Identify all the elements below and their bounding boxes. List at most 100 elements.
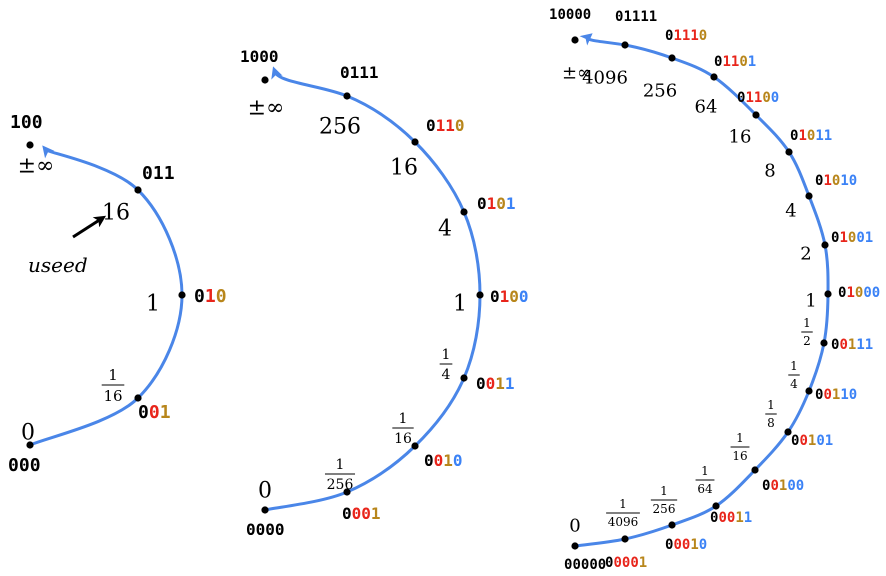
value-label: 116 [101,366,125,405]
fraction-numerator: 1 [701,464,709,478]
value-label: 14 [788,359,800,391]
value-label: 1 4096 [606,497,640,529]
point-dot [621,535,629,543]
value-label: 256 [319,115,361,140]
bit-pattern: 00011 [710,510,752,526]
fraction-numerator: 1 [336,457,345,473]
useed-arrow [72,215,107,239]
bit-pattern: 0011 [476,374,515,393]
fraction-denominator: 16 [394,431,412,447]
bit-pattern: 0101 [477,194,516,213]
fraction-numerator: 1 [803,316,811,330]
value-label: 12 [801,316,813,348]
point-dot [820,339,828,347]
point-dot [710,73,718,81]
value-label: 16 [729,126,752,147]
bit-pattern: 010 [194,286,227,307]
point-dot [821,241,829,249]
value-label: ±∞ [18,154,55,179]
fraction-denominator: 16 [103,387,122,405]
bit-pattern: 01111 [615,9,657,25]
point-dot [134,394,142,402]
point-dot [26,441,34,449]
value-label: 4 [785,200,796,221]
bit-pattern: 01001 [831,230,873,246]
bit-pattern: 00010 [665,537,707,553]
point-dot [571,542,579,550]
point-dot [751,466,759,474]
value-label: 18 [765,398,777,430]
value-label: 4096 [582,67,628,88]
bit-pattern: 0000 [246,520,285,539]
point-dot [411,138,419,146]
fraction-denominator: 4 [790,377,798,391]
value-label: 0 [569,515,580,536]
value-label: ±∞ [562,62,592,83]
bit-pattern: 00101 [791,433,833,449]
value-label: 1 [453,292,467,317]
value-label: 16 [102,201,130,226]
fraction-denominator: 64 [697,482,713,496]
bit-pattern: 001 [138,402,171,423]
value-label: 0 [21,421,35,446]
value-label: 14 [439,347,453,383]
point-dot [668,521,676,529]
bit-pattern: 00110 [815,387,857,403]
point-dot [26,141,34,149]
point-dot [460,208,468,216]
fraction-denominator: 2 [803,334,811,348]
point-dot [571,36,579,44]
point-dot [343,92,351,100]
point-dot [805,387,813,395]
bit-pattern: 10000 [549,7,591,23]
point-dot [621,41,629,49]
bit-pattern: 01000 [838,285,880,301]
point-dot [178,291,186,299]
bit-pattern: 00100 [762,478,804,494]
point-dot [261,506,269,514]
value-label: 1 [805,290,816,311]
point-dot [784,428,792,436]
bit-pattern: 01101 [714,54,756,70]
value-label: 2 [800,243,811,264]
point-dot [460,374,468,382]
bit-pattern: 00000 [564,557,606,573]
fraction-numerator: 1 [108,366,118,384]
fraction-numerator: 1 [399,411,408,427]
bit-pattern: 01011 [790,128,832,144]
bit-pattern: 01010 [815,173,857,189]
fraction-numerator: 1 [442,347,451,363]
value-label: 1 [146,292,160,317]
fraction-numerator: 1 [767,398,775,412]
fraction-numerator: 1 [790,359,798,373]
bit-pattern: 0001 [342,504,381,523]
bit-pattern: 0111 [340,63,379,82]
bit-pattern: 01100 [737,90,779,106]
bit-pattern: 100 [10,112,43,133]
fraction-denominator: 8 [767,416,775,430]
value-label: 8 [764,160,775,181]
point-dot [785,148,793,156]
bit-pattern: 011 [142,163,175,184]
value-label: 4 [438,217,452,242]
point-dot [476,291,484,299]
fraction-numerator: 1 [619,497,627,511]
value-label: 64 [695,96,718,117]
fraction-denominator: 256 [327,477,354,493]
point-dot [824,290,832,298]
value-label: ±∞ [248,96,285,121]
useed-annotation: useed [28,215,107,277]
point-dot [668,54,676,62]
value-label: 16 [390,156,418,181]
ring-5bit: 0000001409600001125600010164000111160010… [549,7,880,573]
fraction-denominator: 256 [653,502,676,516]
point-dot [261,76,269,84]
point-dot [134,186,142,194]
fraction-denominator: 16 [732,449,747,463]
value-label: 116 [392,411,414,447]
ring-4bit-arc [264,66,482,512]
